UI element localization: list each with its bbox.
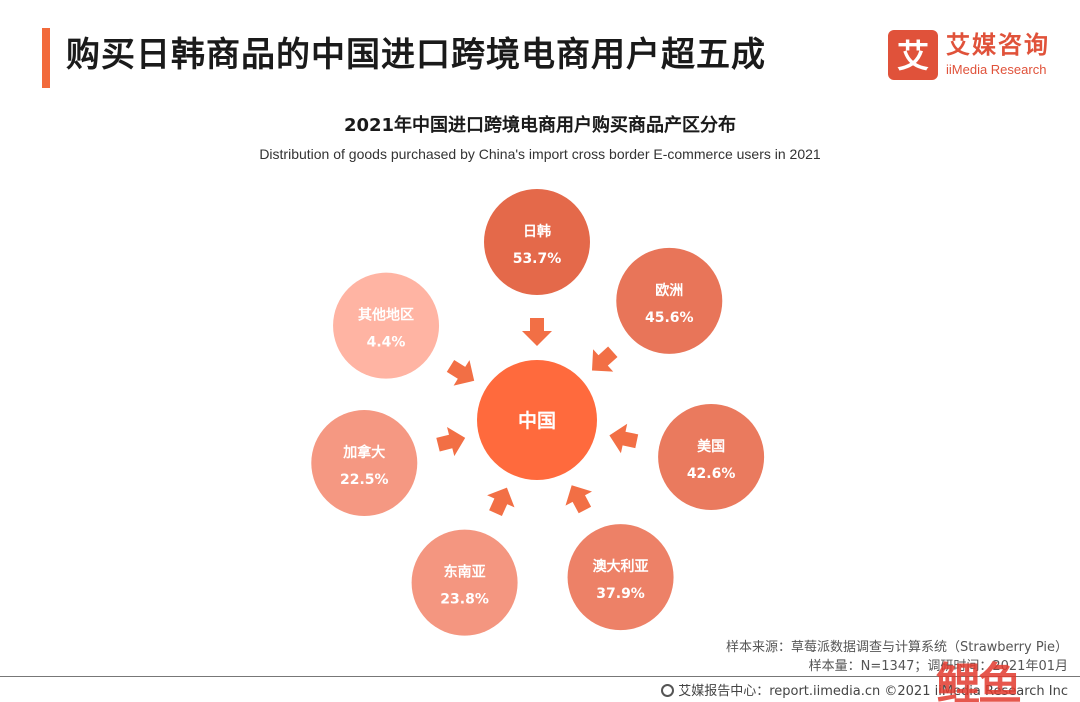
center-node	[477, 360, 597, 480]
chart-title: 2021年中国进口跨境电商用户购买商品产区分布	[343, 115, 737, 136]
bubble-label: 欧洲	[655, 282, 683, 299]
bubble-value: 53.7%	[513, 251, 562, 267]
bubble-label: 其他地区	[358, 307, 414, 324]
bubble-6	[311, 410, 418, 517]
bubble-value: 23.8%	[440, 592, 489, 608]
arrow-icon	[592, 346, 618, 372]
center-label: 中国	[518, 409, 556, 432]
sample-source: 样本来源：草莓派数据调查与计算系统（Strawberry Pie）	[726, 640, 1068, 655]
logo-name-en: iiMedia Research	[946, 62, 1047, 77]
bubble-1	[484, 189, 590, 295]
arrow-icon	[446, 360, 475, 386]
title-accent-bar	[42, 28, 50, 88]
bubble-label: 美国	[697, 438, 725, 455]
arrow-icon	[522, 318, 552, 346]
arrow-icon	[436, 427, 466, 457]
bubble-value: 37.9%	[596, 586, 645, 602]
bubble-5	[411, 529, 518, 636]
bubble-label: 东南亚	[444, 564, 486, 581]
report-center-icon	[661, 684, 675, 697]
page-title: 购买日韩商品的中国进口跨境电商用户超五成	[66, 35, 766, 75]
footer-divider	[0, 676, 1080, 677]
brand-logo: 艾 艾媒咨询 iiMedia Research	[888, 30, 1068, 82]
footer-copyright-text: 艾媒报告中心：report.iimedia.cn ©2021 iiMedia R…	[678, 684, 1068, 699]
bubble-label: 日韩	[523, 223, 551, 240]
bubble-label: 澳大利亚	[593, 558, 649, 575]
footer-copyright: 艾媒报告中心：report.iimedia.cn ©2021 iiMedia R…	[661, 680, 1068, 699]
sample-info: 样本量：N=1347；调研时间：2021年01月	[808, 659, 1068, 674]
logo-mark-icon: 艾	[888, 30, 938, 80]
bubble-value: 4.4%	[367, 335, 406, 351]
chart-subtitle: Distribution of goods purchased by China…	[259, 146, 821, 162]
arrow-icon	[487, 487, 515, 516]
bubble-value: 42.6%	[687, 466, 736, 482]
bubble-value: 22.5%	[340, 472, 389, 488]
bubble-value: 45.6%	[645, 310, 694, 326]
logo-name-cn: 艾媒咨询	[946, 31, 1050, 59]
bubble-4	[567, 524, 674, 631]
bubble-label: 加拿大	[342, 444, 385, 461]
watermark-logo: 鲤鱼	[936, 659, 1022, 702]
bubble-2	[616, 247, 723, 354]
bubble-7	[333, 272, 440, 379]
arrow-icon	[609, 423, 639, 454]
arrow-icon	[565, 485, 592, 514]
bubble-3	[658, 404, 765, 511]
svg-text:艾: 艾	[897, 37, 929, 75]
